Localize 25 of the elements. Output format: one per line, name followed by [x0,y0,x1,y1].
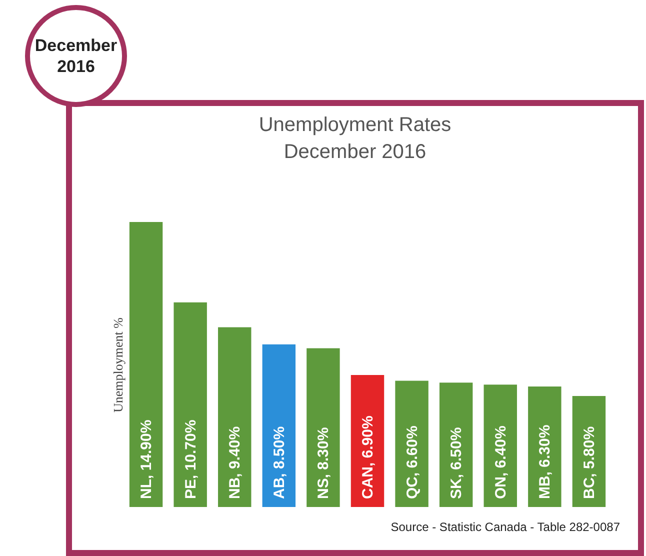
y-axis-title: Unemployment % [110,317,126,412]
data-label: BC, 5.80% [580,426,598,499]
data-label: QC, 6.60% [404,426,421,499]
bar [174,302,207,507]
data-label: ON, 6.40% [492,426,510,499]
source-note: Source - Statistic Canada - Table 282-0087 [390,520,620,534]
badge: December 2016 [25,5,127,107]
data-label: PE, 10.70% [182,420,200,499]
bar [395,380,428,507]
data-label: CAN, 6.90% [360,416,376,499]
data-label: NB, 9.40% [226,426,244,499]
bar [306,348,340,507]
bar [528,386,562,507]
bar [439,382,473,507]
bar [262,344,296,507]
data-label: MB, 6.30% [536,424,554,499]
data-label: NL, 14.90% [138,420,156,499]
bar [484,384,517,507]
bar [129,222,163,507]
data-label: SK, 6.50% [448,427,466,499]
data-label: NS, 8.30% [315,427,332,499]
chart-subtitle: December 2016 [282,140,428,165]
data-label: AB, 8.50% [270,426,288,499]
bar [218,327,252,507]
chart-title: Unemployment Rates [258,113,452,138]
